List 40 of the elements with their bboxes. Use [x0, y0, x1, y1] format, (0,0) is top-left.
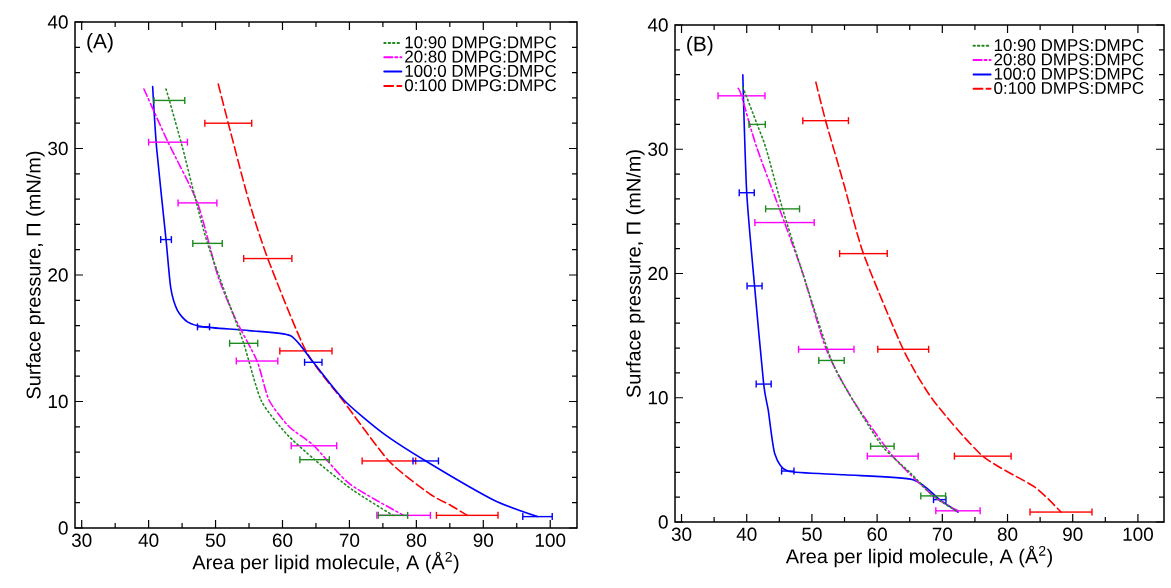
x-tick-label: 80: [997, 527, 1018, 541]
legend-label: 100:0 DMPG:DMPC: [405, 64, 557, 77]
x-tick-label: 80: [406, 533, 427, 547]
y-tick-label: 10: [48, 394, 68, 409]
y-tick-label: 40: [647, 18, 668, 32]
x-tick-label: 100: [1123, 527, 1153, 541]
x-tick-label: 60: [867, 527, 887, 541]
legend-label: 0:100 DMPG:DMPC: [404, 79, 557, 92]
x-tick-label: 100: [535, 533, 566, 547]
y-axis-title: Surface pressure, Π (mN/m): [26, 151, 45, 399]
x-axis-title: Area per lipid molecule, A (Å$^{2}$): [785, 545, 1052, 568]
x-axis-title: Area per lipid molecule, A (Å$^{2}$): [192, 551, 459, 574]
y-tick-label: 10: [648, 391, 668, 405]
x-tick-label: 40: [138, 533, 159, 547]
y-tick-label: 30: [48, 141, 68, 156]
y-tick-label: 20: [48, 268, 68, 282]
x-tick-label: 50: [205, 533, 226, 547]
x-tick-label: 70: [339, 533, 360, 547]
y-axis-title: Surface pressure, Π (mN/m): [626, 150, 645, 398]
x-tick-label: 70: [932, 527, 953, 541]
x-tick-label: 90: [1063, 527, 1083, 541]
y-tick-label: 40: [47, 15, 68, 29]
annotation: (A): [87, 33, 113, 53]
y-tick-label: 0: [658, 515, 668, 529]
x-tick-label: 40: [736, 527, 757, 541]
y-tick-label: 20: [648, 266, 668, 281]
legend-label: 20:80 DMPS:DMPC: [994, 53, 1144, 66]
x-tick-label: 60: [272, 533, 293, 547]
legend-label: 10:90 DMPG:DMPC: [405, 36, 557, 49]
legend-label: 10:90 DMPS:DMPC: [994, 39, 1144, 52]
x-tick-label: 30: [71, 533, 92, 547]
x-tick-label: 90: [473, 533, 494, 547]
y-tick-label: 0: [58, 521, 68, 535]
x-tick-label: 30: [671, 527, 692, 541]
legend-label: 20:80 DMPG:DMPC: [405, 50, 557, 63]
legend-label: 100:0 DMPS:DMPC: [994, 67, 1144, 80]
annotation: (B): [687, 35, 713, 56]
legend-label: 0:100 DMPS:DMPC: [994, 82, 1144, 95]
x-tick-label: 50: [802, 527, 822, 541]
y-tick-label: 30: [648, 142, 668, 156]
